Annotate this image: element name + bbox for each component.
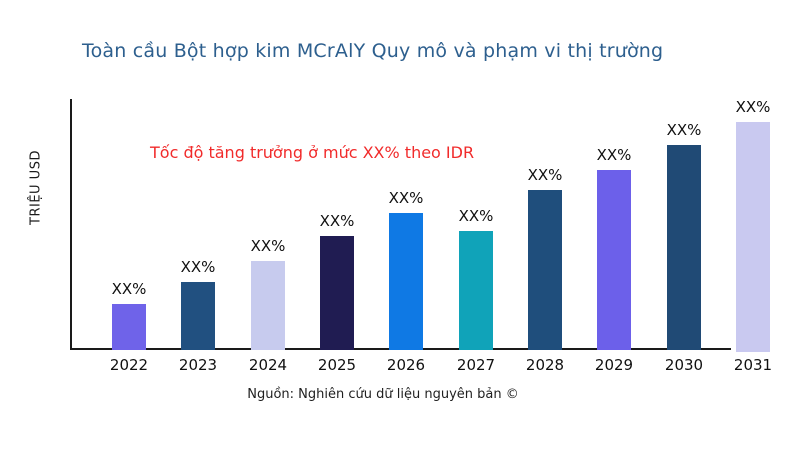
x-tick-2029: 2029 xyxy=(594,356,634,374)
x-tick-2026: 2026 xyxy=(386,356,426,374)
x-tick-2028: 2028 xyxy=(525,356,565,374)
y-axis-line xyxy=(70,99,72,350)
bar-2025 xyxy=(320,236,354,350)
bar-value-label-2023: XX% xyxy=(180,258,216,276)
x-tick-2027: 2027 xyxy=(456,356,496,374)
bar-value-label-2031: XX% xyxy=(735,98,771,116)
bar-2026 xyxy=(389,213,423,350)
growth-rate-annotation: Tốc độ tăng trưởng ở mức XX% theo IDR xyxy=(150,143,475,162)
chart-title: Toàn cầu Bột hợp kim MCrAlY Quy mô và ph… xyxy=(82,40,664,62)
x-tick-2030: 2030 xyxy=(664,356,704,374)
bar-value-label-2027: XX% xyxy=(458,207,494,225)
bar-2029 xyxy=(597,170,631,350)
bar-value-label-2029: XX% xyxy=(596,146,632,164)
bar-2030 xyxy=(667,145,701,350)
x-tick-2031: 2031 xyxy=(733,356,773,374)
source-note: Nguồn: Nghiên cứu dữ liệu nguyên bản © xyxy=(247,387,519,402)
bar-2027 xyxy=(459,231,493,350)
bar-value-label-2025: XX% xyxy=(319,212,355,230)
bar-2028 xyxy=(528,190,562,350)
x-tick-2024: 2024 xyxy=(248,356,288,374)
x-tick-2025: 2025 xyxy=(317,356,357,374)
x-tick-2022: 2022 xyxy=(109,356,149,374)
bar-value-label-2028: XX% xyxy=(527,166,563,184)
bar-value-label-2022: XX% xyxy=(111,280,147,298)
bar-value-label-2026: XX% xyxy=(388,189,424,207)
bar-value-label-2024: XX% xyxy=(250,237,286,255)
x-tick-2023: 2023 xyxy=(178,356,218,374)
bar-2022 xyxy=(112,304,146,350)
bar-value-label-2030: XX% xyxy=(666,121,702,139)
bar-2031 xyxy=(736,122,770,352)
bar-2023 xyxy=(181,282,215,350)
bar-2024 xyxy=(251,261,285,350)
